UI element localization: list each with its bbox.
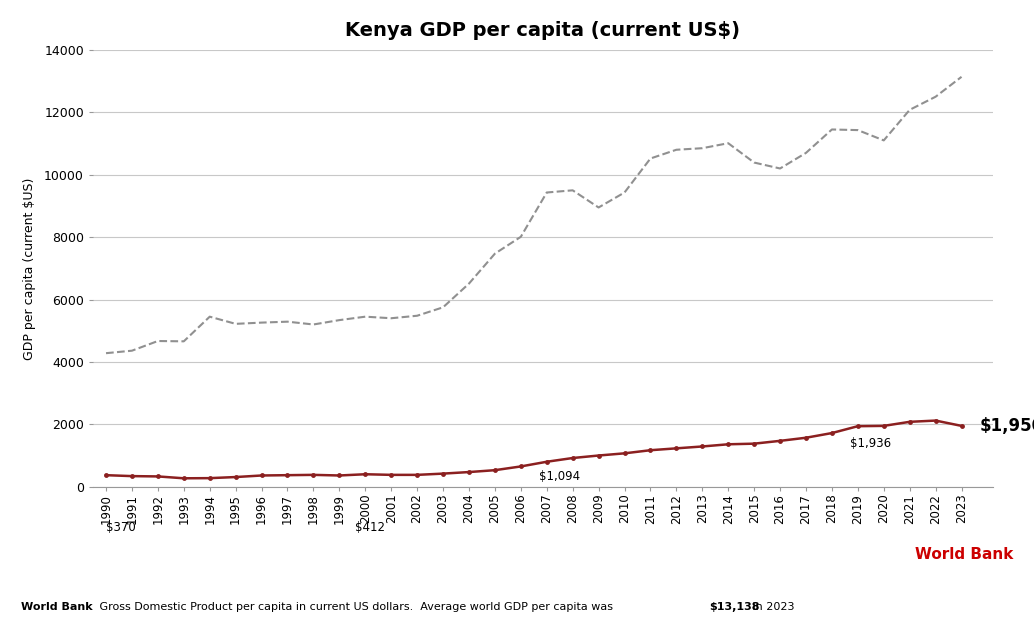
Text: World Bank: World Bank [21,602,92,612]
Text: in 2023: in 2023 [749,602,794,612]
Text: Gross Domestic Product per capita in current US dollars.  Average world GDP per : Gross Domestic Product per capita in cur… [96,602,616,612]
Text: $1,950: $1,950 [979,417,1034,435]
Text: $1,094: $1,094 [539,469,580,482]
Text: World Bank: World Bank [915,547,1013,562]
Title: Kenya GDP per capita (current US$): Kenya GDP per capita (current US$) [345,21,740,40]
Y-axis label: GDP per capita (current $US): GDP per capita (current $US) [23,177,36,359]
Text: $13,138: $13,138 [709,602,760,612]
Text: $412: $412 [355,521,385,534]
Text: $370: $370 [107,521,135,534]
Text: $1,936: $1,936 [850,437,891,451]
